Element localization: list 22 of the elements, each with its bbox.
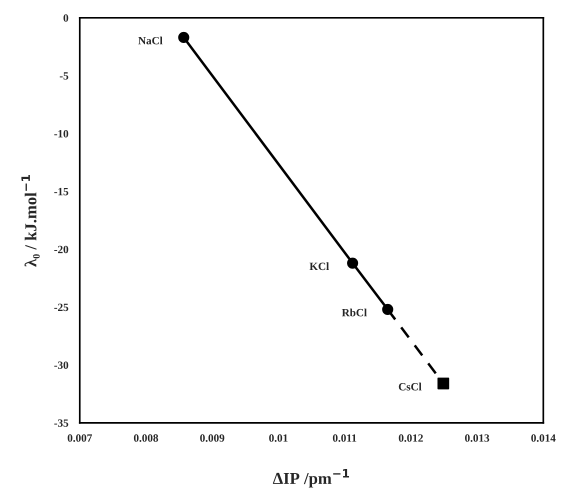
y-axis-title: λ₀ / kJ.mol$^{−1}$: [21, 174, 40, 267]
y-tick-label: 0: [64, 14, 68, 22]
y-tick-label: -25: [54, 304, 68, 312]
x-tick-label: 0.012: [398, 434, 423, 442]
x-tick-label: 0.014: [531, 434, 556, 442]
y-tick-label: -10: [54, 130, 68, 138]
y-tick-label: -20: [54, 246, 68, 254]
x-axis-title: ΔIP /pm$^{−1}$: [272, 469, 350, 488]
x-tick-label: 0.013: [465, 434, 490, 442]
annotation: CsCl: [398, 382, 422, 390]
y-tick-label: -35: [54, 419, 68, 427]
annotation: RbCl: [342, 308, 367, 316]
y-tick-label: -5: [60, 72, 68, 80]
x-tick-label: 0.008: [134, 434, 158, 442]
x-tick-label: 0.009: [200, 434, 224, 442]
annotation: NaCl: [138, 36, 163, 44]
y-tick-label: -15: [54, 188, 68, 196]
y-tick-label: -30: [54, 361, 68, 369]
x-tick-label: 0.007: [68, 434, 92, 442]
x-tick-label: 0.01: [269, 434, 288, 442]
annotation: KCl: [310, 262, 329, 270]
x-tick-label: 0.011: [332, 434, 356, 442]
